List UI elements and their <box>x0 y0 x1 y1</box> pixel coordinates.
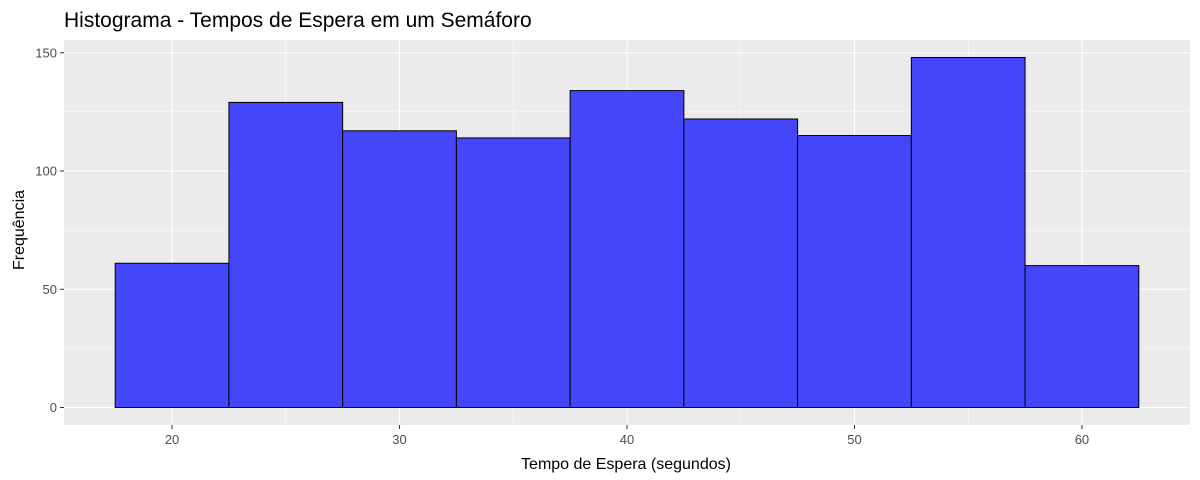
y-tick-label: 150 <box>35 45 57 60</box>
histogram-bar <box>1024 265 1140 408</box>
histogram-bar <box>455 137 571 409</box>
histogram-bar <box>797 135 912 409</box>
histogram-bar <box>683 118 799 409</box>
y-axis-title: Frequência <box>11 190 28 270</box>
x-tick-label: 30 <box>392 432 406 447</box>
x-tick-label: 50 <box>847 432 861 447</box>
histogram-bar <box>114 262 230 409</box>
histogram-bars <box>114 57 1140 409</box>
chart-title: Histograma - Tempos de Espera em um Semá… <box>64 9 532 32</box>
histogram-bar <box>910 57 1026 408</box>
y-tick-label: 100 <box>35 164 57 179</box>
y-tick-label: 0 <box>50 400 57 415</box>
axes: 20 30 40 50 60 0 50 100 150 <box>35 45 1089 447</box>
x-axis-title: Tempo de Espera (segundos) <box>521 456 731 473</box>
histogram-bar <box>228 101 344 408</box>
x-tick-label: 20 <box>165 432 179 447</box>
x-tick-label: 40 <box>620 432 634 447</box>
x-tick-label: 60 <box>1075 432 1089 447</box>
histogram-bar <box>342 130 457 408</box>
histogram-bar <box>569 90 685 409</box>
y-tick-label: 50 <box>43 282 57 297</box>
